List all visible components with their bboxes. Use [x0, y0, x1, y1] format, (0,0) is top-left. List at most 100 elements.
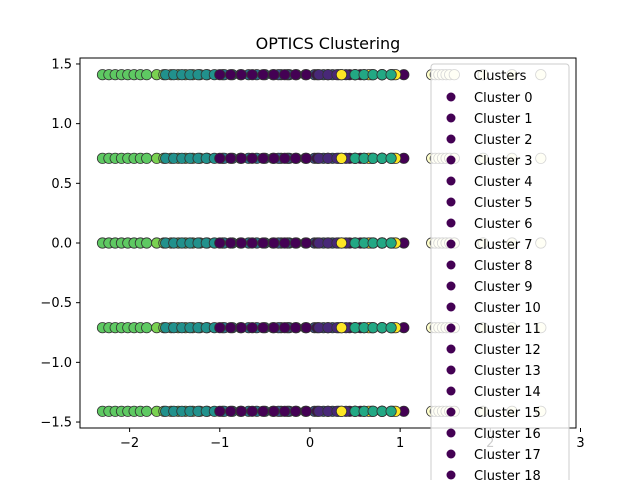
legend-label: Cluster 18: [474, 469, 541, 480]
legend-marker: [446, 428, 456, 438]
data-point: [279, 152, 291, 164]
y-tick-label: 0.5: [51, 177, 72, 192]
legend-marker: [446, 302, 456, 312]
legend-label: Cluster 12: [474, 343, 541, 358]
data-point: [214, 237, 226, 249]
legend-label: Cluster 8: [474, 259, 533, 274]
data-point: [268, 237, 280, 249]
data-point: [385, 69, 397, 81]
legend-marker: [446, 197, 456, 207]
legend-marker: [446, 92, 456, 102]
x-tick-label: −1: [210, 436, 229, 451]
legend-label: Cluster 6: [474, 217, 533, 232]
data-point: [235, 322, 247, 334]
data-point: [141, 69, 153, 81]
y-tick-label: 0.0: [51, 237, 72, 252]
legend-label: Cluster 11: [474, 322, 541, 337]
data-point: [300, 405, 312, 417]
chart-title: OPTICS Clustering: [256, 34, 401, 53]
data-point: [385, 152, 397, 164]
data-point: [257, 405, 269, 417]
data-point: [214, 322, 226, 334]
data-point: [235, 237, 247, 249]
data-point: [246, 152, 258, 164]
data-point: [335, 152, 348, 164]
legend-label: Cluster 5: [474, 196, 533, 211]
legend-marker: [446, 386, 456, 396]
data-point: [289, 322, 302, 334]
y-tick-label: −1.5: [40, 416, 72, 431]
legend-label: Cluster 14: [474, 385, 541, 400]
data-point: [225, 405, 237, 417]
data-point: [257, 152, 269, 164]
y-axis: −1.5 −1.0 −0.5 0.0 0.5 1.0 1.5: [40, 57, 80, 431]
legend-marker: [446, 113, 456, 123]
data-point: [246, 69, 258, 81]
x-tick-label: 1: [396, 436, 404, 451]
data-point: [141, 322, 153, 334]
x-tick-label: −2: [120, 436, 139, 451]
legend-label: Cluster 15: [474, 406, 541, 421]
data-point: [385, 237, 397, 249]
y-tick-label: 1.0: [51, 117, 72, 132]
data-point: [335, 237, 348, 249]
legend-entries: Cluster 0 Cluster 1 Cluster 2 Cluster 3 Clus…: [446, 91, 541, 480]
data-point: [385, 405, 397, 417]
legend-title: Clusters: [474, 69, 527, 84]
data-point: [300, 152, 312, 164]
y-tick-label: 1.5: [51, 57, 72, 72]
data-point: [225, 69, 237, 81]
data-point: [235, 152, 247, 164]
y-tick-label: −1.0: [40, 356, 72, 371]
data-point: [141, 152, 153, 164]
data-point: [300, 237, 312, 249]
data-point: [289, 405, 302, 417]
data-point: [289, 152, 302, 164]
legend-marker: [446, 239, 456, 249]
data-point: [289, 69, 302, 81]
data-point: [257, 237, 269, 249]
legend-label: Cluster 13: [474, 364, 541, 379]
data-point: [141, 237, 153, 249]
data-point: [289, 237, 302, 249]
legend-label: Cluster 3: [474, 154, 533, 169]
data-point: [225, 152, 237, 164]
data-point: [279, 69, 291, 81]
legend-marker: [446, 176, 456, 186]
data-point: [268, 405, 280, 417]
data-point: [214, 69, 226, 81]
legend-marker: [446, 155, 456, 165]
data-point: [300, 69, 312, 81]
legend-marker: [446, 218, 456, 228]
x-tick-label: 3: [576, 436, 584, 451]
data-point: [225, 237, 237, 249]
legend-marker: [446, 134, 456, 144]
data-point: [246, 237, 258, 249]
legend-label: Cluster 4: [474, 175, 533, 190]
data-point: [257, 69, 269, 81]
data-point: [300, 322, 312, 334]
data-point: [335, 405, 348, 417]
data-point: [235, 69, 247, 81]
data-point: [279, 322, 291, 334]
data-point: [246, 322, 258, 334]
legend-marker: [446, 365, 456, 375]
data-point: [268, 322, 280, 334]
data-point: [385, 322, 397, 334]
legend-label: Cluster 10: [474, 301, 541, 316]
data-point: [335, 322, 348, 334]
legend-label: Cluster 9: [474, 280, 533, 295]
legend-marker: [446, 260, 456, 270]
legend-label: Cluster 1: [474, 112, 533, 127]
legend-marker: [446, 344, 456, 354]
data-point: [279, 237, 291, 249]
data-point: [235, 405, 247, 417]
data-point: [225, 322, 237, 334]
legend-label: Cluster 16: [474, 427, 541, 442]
data-point: [214, 152, 226, 164]
data-point: [279, 405, 291, 417]
legend-marker: [446, 407, 456, 417]
legend-marker: [446, 470, 456, 480]
